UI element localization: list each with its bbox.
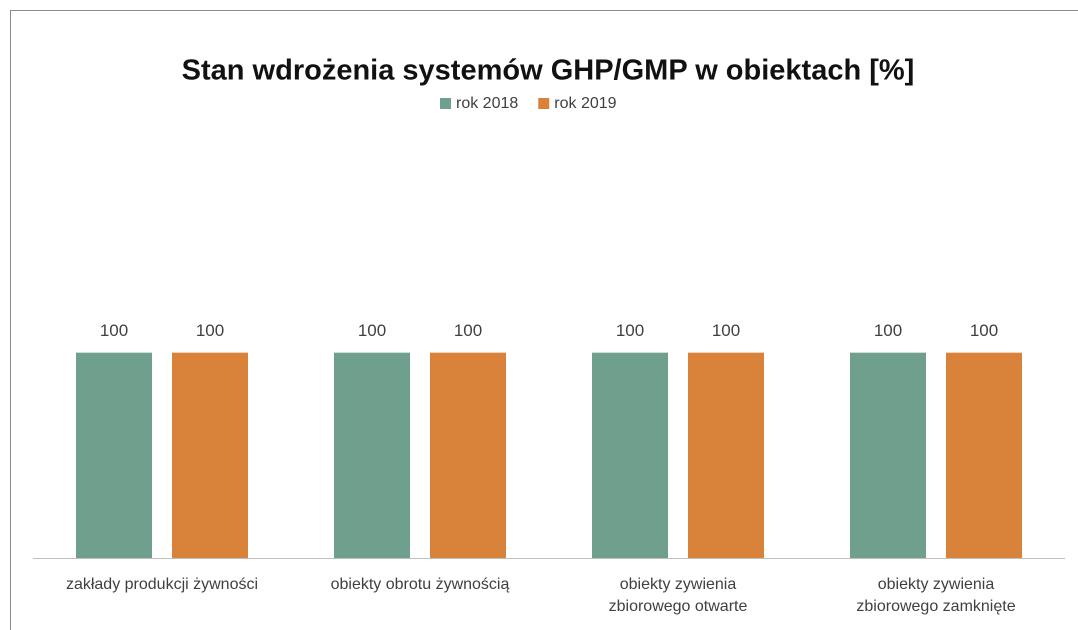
chart-title: Stan wdrożenia systemów GHP/GMP w obiekt…	[182, 55, 915, 87]
bar	[850, 352, 926, 558]
data-label: 100	[970, 321, 998, 340]
bar	[946, 352, 1022, 558]
legend-label: rok 2018	[456, 95, 518, 112]
data-label: 100	[874, 321, 902, 340]
bar	[172, 352, 248, 558]
data-label: 100	[196, 321, 224, 340]
data-label: 100	[616, 321, 644, 340]
bar	[76, 352, 152, 558]
x-tick-label: obiekty obrotu żywnością	[330, 576, 510, 593]
bar	[334, 352, 410, 558]
legend-swatch	[440, 98, 451, 109]
data-label: 100	[712, 321, 740, 340]
bar	[688, 352, 764, 558]
x-tick-label: obiekty zywienia zbiorowego zamknięte	[856, 576, 1016, 615]
x-tick-label: obiekty zywienia zbiorowego otwarte	[608, 576, 748, 615]
legend-swatch	[538, 98, 550, 109]
bar	[430, 352, 506, 558]
x-tick-label: zakłady produkcji żywności	[65, 576, 259, 593]
data-label: 100	[358, 321, 386, 340]
data-label: 100	[100, 321, 128, 340]
legend-label: rok 2019	[554, 95, 616, 112]
data-label: 100	[454, 321, 482, 340]
bar	[592, 352, 668, 558]
